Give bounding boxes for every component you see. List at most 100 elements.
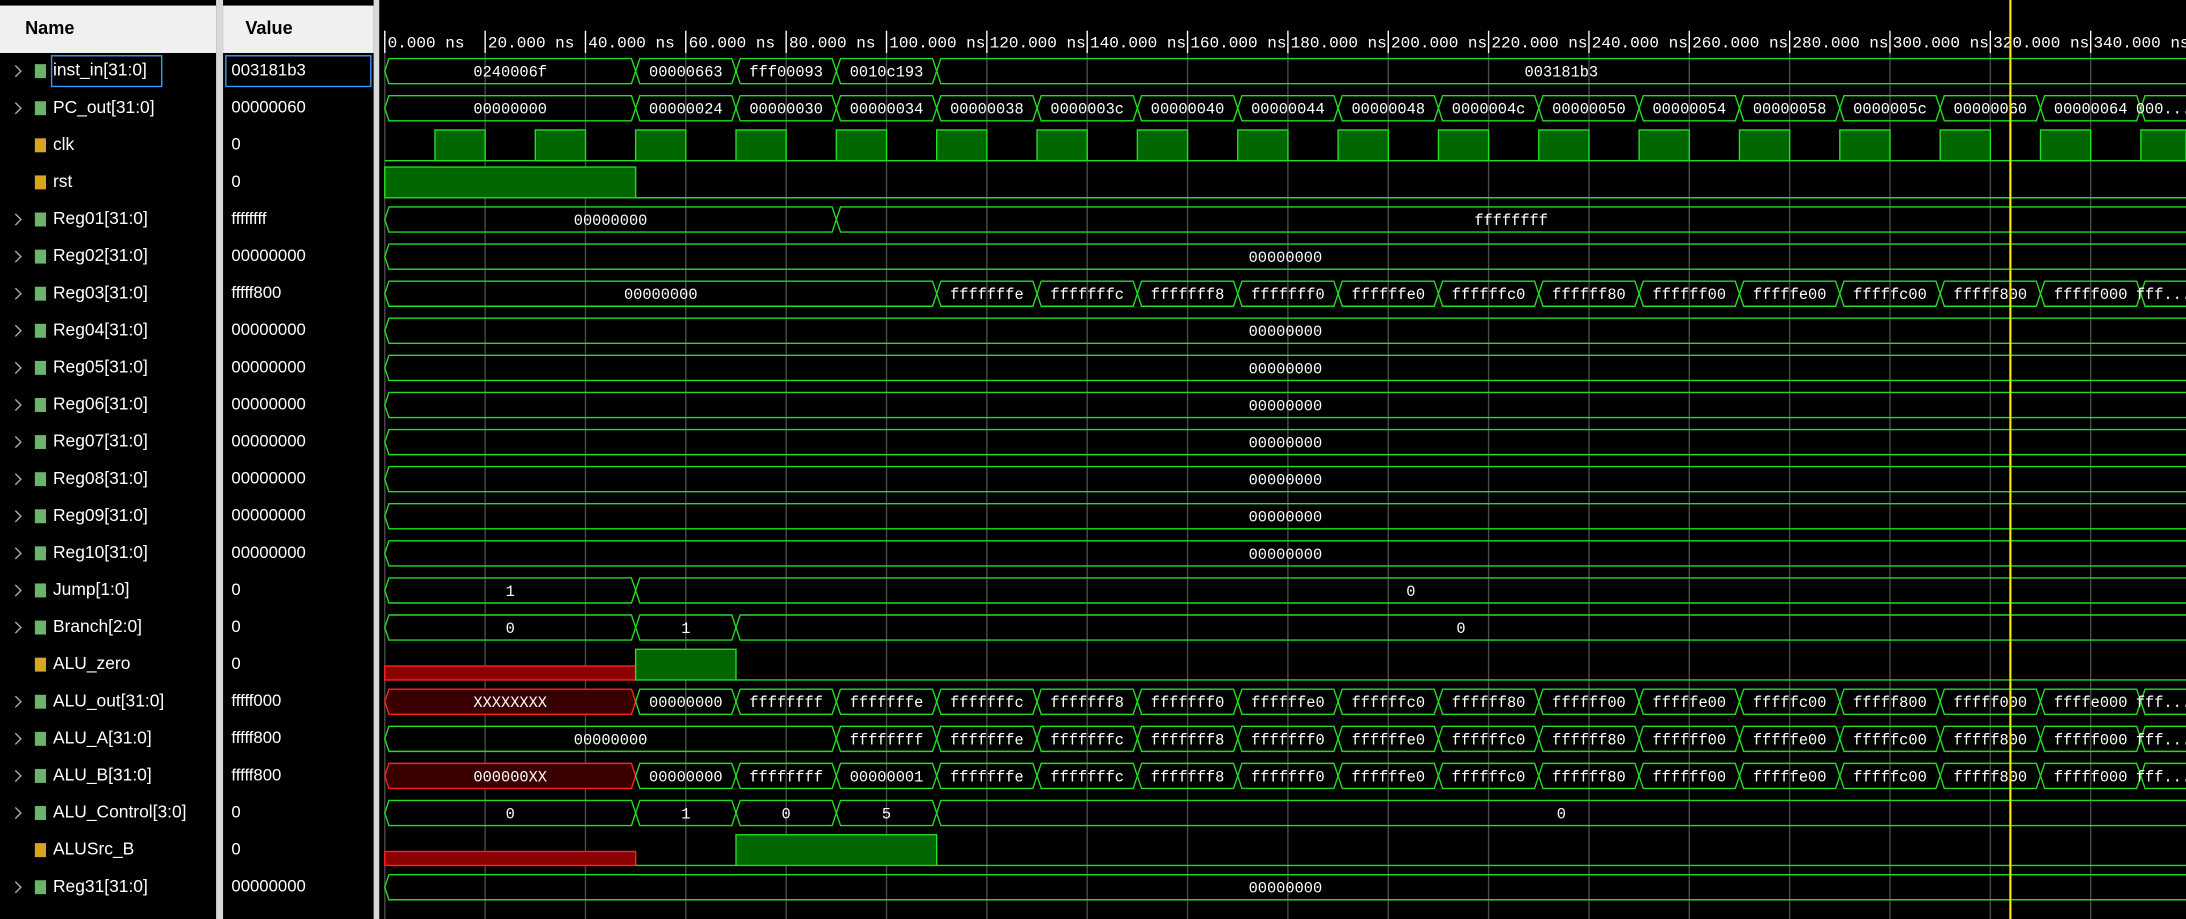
bus-label: 00000000 (1249, 249, 1323, 267)
signal-name[interactable]: Reg01[31:0] (53, 208, 148, 228)
signal-name[interactable]: Reg09[31:0] (53, 505, 148, 525)
expand-chevron[interactable] (14, 435, 22, 449)
signal-value: 00000000 (231, 431, 305, 450)
name-header[interactable]: Name (25, 18, 74, 38)
bus-segment (2140, 762, 2186, 790)
expand-chevron[interactable] (14, 324, 22, 337)
bus-label: ffffff00 (1652, 731, 1726, 749)
signal-name[interactable]: ALU_A[31:0] (53, 727, 152, 747)
clock-high (1437, 129, 1490, 162)
signal-name[interactable]: PC_out[31:0] (53, 97, 155, 117)
expand-chevron[interactable] (14, 287, 22, 300)
expand-chevron[interactable] (14, 584, 22, 597)
bus-label: 0000005c (1853, 101, 1927, 119)
signal-name[interactable]: ALU_B[31:0] (53, 765, 152, 785)
bus-label: 1 (506, 583, 515, 601)
clock-high (2039, 129, 2092, 162)
signal-name[interactable]: Reg04[31:0] (53, 319, 148, 339)
bus-label: 00000000 (574, 731, 648, 749)
signal-name[interactable]: Branch[2:0] (53, 616, 142, 636)
signal-name[interactable]: Reg02[31:0] (53, 245, 148, 265)
bus-label: 00000000 (1249, 323, 1323, 341)
bus-label: fff... (2136, 694, 2186, 712)
bus-label: 00000000 (473, 101, 547, 119)
expand-chevron[interactable] (14, 732, 22, 745)
tick-label: 60.000 ns (689, 34, 775, 52)
tick-label: 200.000 ns (1391, 34, 1487, 52)
bus-label: fffffff8 (1151, 286, 1225, 304)
expand-chevron[interactable] (14, 547, 22, 560)
bus-label: ffffffff (1474, 212, 1548, 230)
expand-chevron[interactable] (14, 881, 22, 894)
expand-chevron[interactable] (14, 769, 22, 782)
expand-chevron[interactable] (14, 510, 22, 523)
signal-value: fffff000 (231, 691, 281, 710)
bus-segment (2140, 688, 2186, 715)
clock-high (835, 129, 888, 162)
signal-name[interactable]: Reg03[31:0] (53, 282, 148, 302)
bus-segment (2140, 94, 2186, 122)
bus-label: 0 (1557, 805, 1566, 823)
signal-name[interactable]: ALU_out[31:0] (53, 690, 164, 710)
bus-label: 00000048 (1351, 101, 1425, 119)
signal-name[interactable]: Reg10[31:0] (53, 542, 148, 562)
expand-chevron[interactable] (14, 806, 22, 820)
signal-name[interactable]: inst_in[31:0] (53, 60, 147, 80)
signal-name[interactable]: rst (53, 171, 72, 191)
clock-high (1939, 129, 1992, 162)
bus-label: ffffffe0 (1251, 694, 1325, 712)
signal-value: 0 (231, 617, 240, 636)
bus-label: 00000000 (1249, 546, 1323, 564)
signal-icon (34, 360, 47, 375)
signal-name[interactable]: ALU_zero (53, 653, 130, 673)
signal-name[interactable]: Jump[1:0] (53, 579, 129, 599)
bus-label: ffffe000 (2054, 694, 2128, 712)
signal-name[interactable]: Reg05[31:0] (53, 356, 148, 376)
bus-label: 00000054 (1652, 101, 1726, 119)
signal-name[interactable]: clk (53, 134, 75, 154)
signal-value: 0 (231, 840, 240, 859)
tick-label: 280.000 ns (1792, 34, 1888, 52)
column-splitter (216, 0, 224, 919)
bus-segment (384, 317, 2186, 345)
signal-name[interactable]: Reg08[31:0] (53, 468, 148, 488)
bus-label: fffffffc (1050, 768, 1124, 786)
bus-segment (835, 206, 2186, 233)
bit-high (384, 166, 637, 199)
bus-label: ffffffff (850, 731, 924, 749)
signal-name[interactable]: Reg31[31:0] (53, 876, 148, 896)
bus-label: ffffff00 (1552, 694, 1626, 712)
signal-value: 0 (231, 802, 240, 821)
signal-name[interactable]: Reg07[31:0] (53, 431, 148, 451)
bus-label: ffffff80 (1452, 694, 1526, 712)
bus-label: ffffffc0 (1351, 694, 1425, 712)
value-header[interactable]: Value (245, 18, 292, 38)
bit-high (634, 648, 737, 681)
bus-label: fffffc00 (1753, 694, 1827, 712)
expand-chevron[interactable] (14, 361, 22, 374)
bus-label: fff... (2136, 286, 2186, 304)
bus-label: fffff800 (1954, 768, 2028, 786)
signal-icon (34, 323, 47, 338)
signal-name[interactable]: ALU_Control[3:0] (53, 802, 187, 822)
bus-label: 00000000 (649, 694, 723, 712)
expand-chevron[interactable] (14, 621, 22, 634)
expand-chevron[interactable] (14, 695, 22, 708)
expand-chevron[interactable] (14, 65, 22, 78)
signal-name[interactable]: ALUSrc_B (53, 839, 134, 859)
clock-high (434, 129, 486, 162)
clock-high (634, 129, 687, 162)
signal-name[interactable]: Reg06[31:0] (53, 394, 148, 414)
bus-label: 00000060 (1954, 101, 2028, 119)
expand-chevron[interactable] (14, 250, 22, 263)
bus-label: fffffe00 (1652, 694, 1726, 712)
expand-chevron[interactable] (14, 213, 22, 226)
tick-label: 80.000 ns (789, 34, 875, 52)
expand-chevron[interactable] (14, 398, 22, 412)
expand-chevron[interactable] (14, 102, 22, 115)
bit-unknown (384, 665, 637, 681)
expand-chevron[interactable] (14, 473, 22, 486)
bus-label: ffffffc0 (1452, 768, 1526, 786)
bus-label: 0 (782, 805, 791, 823)
signal-icon (34, 731, 47, 746)
